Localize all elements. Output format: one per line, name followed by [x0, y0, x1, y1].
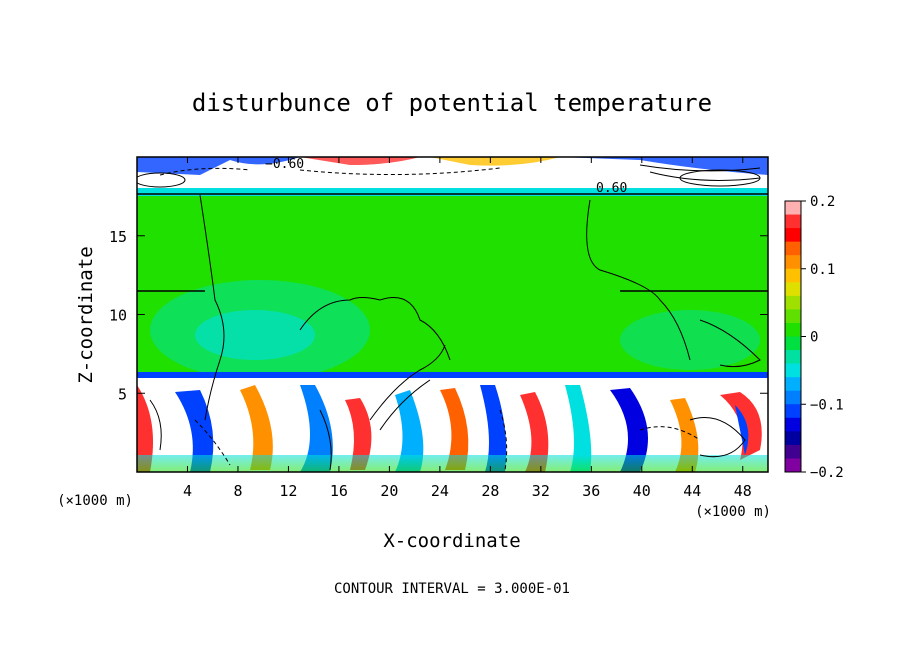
- cool-region-core: [195, 310, 315, 360]
- top-band-color: [137, 157, 300, 175]
- x-tick-label-6: 28: [481, 482, 499, 500]
- colorbar-tick-label-3: −0.1: [810, 397, 844, 413]
- x-tick-label-1: 8: [233, 482, 242, 500]
- y-tick-label-0: 5: [118, 385, 127, 403]
- colorbar-swatch-17: [785, 431, 801, 446]
- colorbar-swatch-1: [785, 214, 801, 229]
- x-tick-label-8: 36: [582, 482, 600, 500]
- colorbar-tick-label-0: 0.2: [810, 194, 835, 210]
- colorbar-swatch-13: [785, 377, 801, 392]
- colorbar: [784, 200, 802, 473]
- x-tick-label-9: 40: [633, 482, 651, 500]
- colorbar-swatch-14: [785, 390, 801, 405]
- colorbar-swatch-3: [785, 241, 801, 256]
- x-tick-label-2: 12: [279, 482, 297, 500]
- colorbar-swatch-5: [785, 268, 801, 283]
- x-tick-label-11: 48: [734, 482, 752, 500]
- colorbar-swatch-19: [785, 458, 801, 473]
- x-axis: 4 8 12 16 20 24 28 32 36 40 44 48: [183, 157, 752, 500]
- z-unit-label: (×1000 m): [695, 504, 771, 520]
- colorbar-swatch-7: [785, 295, 801, 310]
- colorbar-swatch-12: [785, 363, 801, 378]
- x-tick-label-7: 32: [532, 482, 550, 500]
- top-band-edge: [137, 188, 768, 196]
- colorbar-swatch-4: [785, 255, 801, 270]
- x-unit-label: (×1000 m): [57, 493, 133, 509]
- colorbar-swatch-8: [785, 309, 801, 324]
- y-tick-label-2: 15: [109, 228, 127, 246]
- x-tick-label-4: 20: [380, 482, 398, 500]
- tropopause-stripe: [137, 372, 768, 380]
- low-layer-blobs: [137, 385, 768, 472]
- colorbar-tick-label-2: 0: [810, 330, 818, 346]
- colorbar-tick-label-1: 0.1: [810, 262, 835, 278]
- x-tick-label-0: 4: [183, 482, 192, 500]
- colorbar-swatch-2: [785, 228, 801, 243]
- top-band-red-2: [430, 157, 560, 166]
- colorbar-ticks: 0.2 0.1 0 −0.1 −0.2: [801, 194, 844, 481]
- colorbar-swatch-15: [785, 404, 801, 419]
- colorbar-swatch-11: [785, 350, 801, 365]
- top-band-red: [300, 157, 420, 165]
- contour-label-1: 0.60: [596, 181, 627, 196]
- x-axis-label: X-coordinate: [383, 530, 520, 552]
- chart-title: disturbunce of potential temperature: [192, 89, 712, 117]
- plot-area: [137, 157, 768, 472]
- contour-label-group: −0.60 0.60: [265, 157, 627, 196]
- x-tick-label-5: 24: [431, 482, 449, 500]
- x-tick-label-10: 44: [683, 482, 701, 500]
- contour-interval-note: CONTOUR INTERVAL = 3.000E-01: [334, 581, 570, 597]
- y-axis: 5 10 15: [109, 228, 768, 403]
- colorbar-swatch-18: [785, 444, 801, 459]
- contour-lines: [137, 164, 761, 471]
- cool-region-east: [620, 310, 760, 370]
- y-tick-label-1: 10: [109, 307, 127, 325]
- x-tick-label-3: 16: [330, 482, 348, 500]
- contour-label-0: −0.60: [265, 157, 304, 172]
- y-axis-label: Z-coordinate: [75, 246, 97, 383]
- top-band-color-2: [560, 157, 768, 175]
- colorbar-swatch-16: [785, 417, 801, 432]
- colorbar-swatch-0: [785, 201, 801, 216]
- colorbar-swatch-6: [785, 282, 801, 297]
- colorbar-swatch-9: [785, 322, 801, 337]
- colorbar-tick-label-4: −0.2: [810, 465, 844, 481]
- colorbar-swatch-10: [785, 336, 801, 351]
